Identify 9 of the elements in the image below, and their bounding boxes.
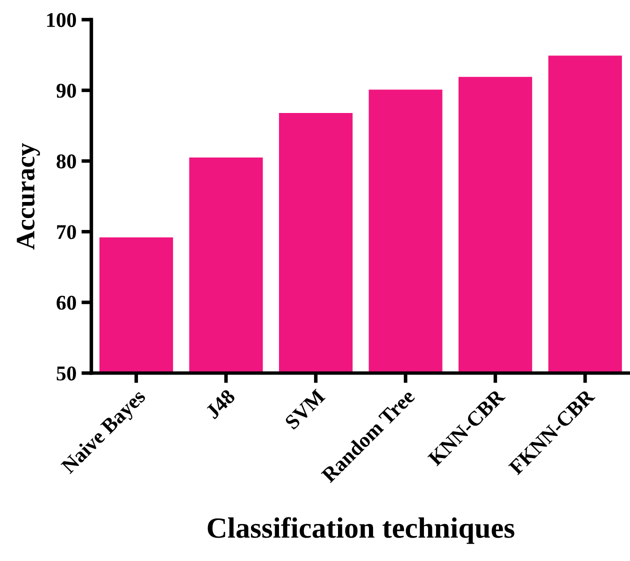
x-axis-title: Classification techniques (208, 517, 514, 544)
x-tick-label: J48 (204, 388, 236, 420)
y-tick-label: 50 (56, 366, 76, 380)
y-tick-label: 100 (47, 13, 76, 28)
y-tick-label: 90 (56, 84, 76, 98)
y-tick-label: 60 (56, 296, 76, 310)
y-tick-label: 80 (56, 154, 76, 168)
y-axis-title: Accuracy (16, 143, 40, 250)
y-tick-label: 70 (57, 225, 76, 240)
